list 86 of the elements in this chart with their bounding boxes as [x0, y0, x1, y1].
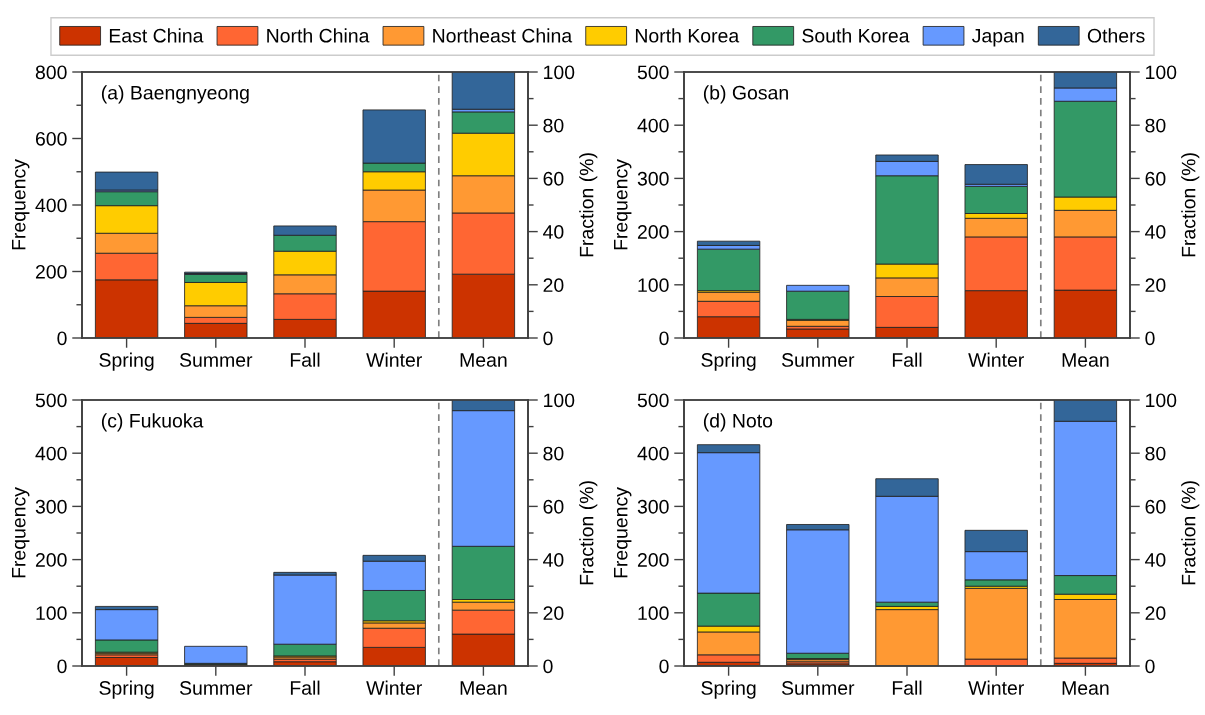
y2-tick-label: 80: [543, 118, 564, 133]
y-tick-label: 400: [35, 446, 67, 461]
y2-tick-label: 60: [1145, 171, 1166, 186]
x-tick-label: Spring: [701, 680, 756, 699]
x-tick-label: Mean: [1062, 353, 1109, 367]
legend-label: Others: [1087, 28, 1145, 43]
y-tick-label: 400: [637, 118, 669, 133]
x-tick-label: Mean: [460, 681, 507, 695]
y2-tick-label: 60: [543, 499, 564, 514]
y2-tick-label: 20: [1145, 606, 1166, 621]
y-tick-label: 400: [35, 198, 67, 213]
y-tick-label: 100: [638, 278, 669, 293]
x-tick-label: Summer: [781, 681, 855, 695]
y2-tick-label: 20: [543, 278, 564, 293]
x-tick-label: Mean: [460, 353, 507, 367]
x-tick-label: Fall: [892, 680, 922, 695]
y2-tick-label: 60: [1145, 499, 1166, 514]
y2-tick-label: 100: [1146, 65, 1177, 80]
y-tick-label: 500: [637, 393, 669, 408]
x-tick-label: Spring: [99, 352, 154, 371]
x-tick-label: Winter: [366, 680, 422, 695]
legend-label: North Korea: [635, 28, 740, 43]
y-tick-label: 0: [57, 331, 67, 346]
y2-tick-label: 20: [1145, 278, 1166, 293]
text: (d) Noto: [703, 413, 773, 432]
y-tick-label: 300: [35, 499, 67, 514]
text: (a) Baengnyeong: [101, 85, 249, 104]
x-tick-label: Winter: [366, 352, 422, 367]
y2-tick-label: 60: [543, 171, 564, 186]
x-tick-label: Winter: [968, 680, 1024, 695]
y-tick-label: 500: [35, 393, 67, 408]
y-tick-label: 0: [659, 659, 669, 674]
x-tick-label: Summer: [179, 353, 253, 367]
y-axis-title: Frequency: [12, 159, 30, 250]
y2-tick-label: 80: [1145, 118, 1166, 133]
x-tick-label: Spring: [701, 352, 756, 371]
y2-axis-title: Fraction (%): [1181, 481, 1200, 585]
y2-tick-label: 0: [543, 659, 553, 674]
y2-tick-label: 40: [1145, 553, 1166, 567]
y2-axis-title: Fraction (%): [1181, 153, 1200, 257]
y-tick-label: 600: [35, 131, 67, 146]
x-tick-label: Summer: [179, 681, 253, 695]
x-tick-label: Mean: [1062, 681, 1109, 695]
y2-axis-title: Fraction (%): [579, 153, 598, 257]
legend-label: Northeast China: [433, 28, 573, 43]
y2-tick-label: 0: [1145, 659, 1155, 674]
y2-axis-title: Fraction (%): [579, 481, 598, 585]
y-tick-label: 300: [637, 171, 669, 186]
y-tick-label: 400: [637, 446, 669, 461]
y-tick-label: 0: [659, 331, 669, 346]
y-tick-label: 100: [36, 606, 67, 621]
x-tick-label: Fall: [290, 352, 320, 367]
y-tick-label: 200: [35, 264, 67, 279]
y-tick-label: 300: [637, 499, 669, 514]
x-tick-label: Summer: [781, 353, 855, 367]
y-tick-label: 800: [35, 65, 67, 80]
y2-tick-label: 100: [544, 65, 575, 80]
y2-tick-label: 80: [1145, 446, 1166, 461]
legend-label: North China: [267, 28, 370, 43]
text: (c) Fukuoka: [101, 413, 204, 432]
y-tick-label: 200: [637, 225, 669, 239]
y-axis-title: Frequency: [614, 487, 632, 578]
y-tick-label: 100: [638, 606, 669, 621]
y-tick-label: 200: [637, 553, 669, 567]
y2-tick-label: 100: [1146, 393, 1177, 408]
y2-tick-label: 40: [1145, 225, 1166, 239]
legend-label: South Korea: [802, 28, 910, 43]
y-axis-title: Frequency: [12, 487, 30, 578]
x-tick-label: Spring: [99, 680, 154, 699]
y2-tick-label: 40: [543, 553, 564, 567]
legend-label: East China: [109, 28, 204, 43]
y2-tick-label: 0: [1145, 331, 1155, 346]
y2-tick-label: 40: [543, 225, 564, 239]
y2-tick-label: 0: [543, 331, 553, 346]
legend-label: Japan: [972, 29, 1024, 47]
y-axis-title: Frequency: [614, 159, 632, 250]
y2-tick-label: 20: [543, 606, 564, 621]
y2-tick-label: 100: [544, 393, 575, 408]
y2-tick-label: 80: [543, 446, 564, 461]
text: (b) Gosan: [703, 85, 788, 104]
y-tick-label: 200: [35, 553, 67, 567]
x-tick-label: Winter: [968, 352, 1024, 367]
y-tick-label: 500: [637, 65, 669, 80]
y-tick-label: 0: [57, 659, 67, 674]
x-tick-label: Fall: [290, 680, 320, 695]
x-tick-label: Fall: [892, 352, 922, 367]
